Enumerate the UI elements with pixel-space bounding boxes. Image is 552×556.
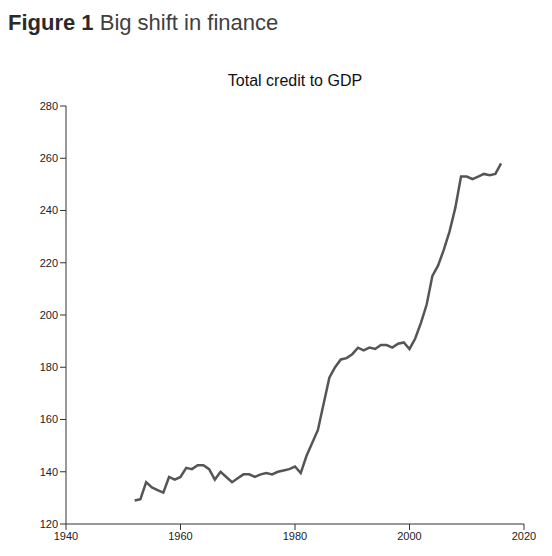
svg-text:240: 240 — [40, 204, 58, 216]
svg-text:200: 200 — [40, 309, 58, 321]
svg-text:1940: 1940 — [54, 530, 78, 542]
svg-text:140: 140 — [40, 466, 58, 478]
svg-text:1980: 1980 — [283, 530, 307, 542]
svg-text:220: 220 — [40, 257, 58, 269]
svg-text:260: 260 — [40, 152, 58, 164]
svg-text:180: 180 — [40, 361, 58, 373]
svg-text:2000: 2000 — [397, 530, 421, 542]
svg-text:160: 160 — [40, 413, 58, 425]
html-text:Total credit to GDP: Total credit to GDP — [227, 72, 363, 89]
svg-text:1960: 1960 — [168, 530, 192, 542]
html-text:Figure 1 Big shift in finance: Figure 1 Big shift in finance — [8, 10, 279, 35]
svg-text:120: 120 — [40, 518, 58, 530]
svg-text:280: 280 — [40, 100, 58, 112]
svg-text:2020: 2020 — [512, 530, 536, 542]
